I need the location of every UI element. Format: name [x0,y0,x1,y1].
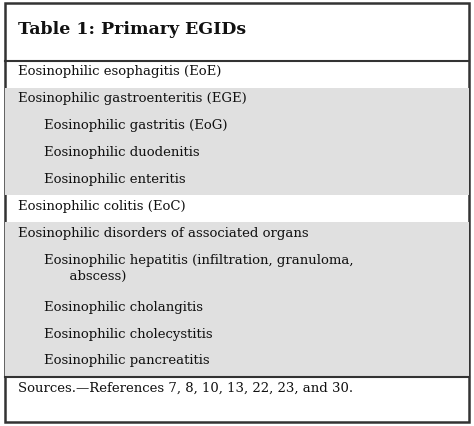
Text: Eosinophilic colitis (EoC): Eosinophilic colitis (EoC) [18,199,186,212]
Text: Eosinophilic duodenitis: Eosinophilic duodenitis [44,146,200,158]
Bar [5,296,469,323]
Text: Sources.—References 7, 8, 10, 13, 22, 23, and 30.: Sources.—References 7, 8, 10, 13, 22, 23… [18,381,353,394]
Text: Eosinophilic disorders of associated organs: Eosinophilic disorders of associated org… [18,226,309,239]
Bar [5,115,469,142]
Text: Eosinophilic gastritis (EoG): Eosinophilic gastritis (EoG) [44,119,228,132]
Bar [5,323,469,350]
Bar [5,250,469,296]
Text: Eosinophilic enteritis: Eosinophilic enteritis [44,173,186,185]
Text: Eosinophilic hepatitis (infiltration, granuloma,
      abscess): Eosinophilic hepatitis (infiltration, gr… [44,253,354,282]
Text: Eosinophilic cholecystitis: Eosinophilic cholecystitis [44,327,213,340]
Text: Eosinophilic cholangitis: Eosinophilic cholangitis [44,300,203,313]
Bar [5,169,469,196]
Text: Table 1: Primary EGIDs: Table 1: Primary EGIDs [18,21,246,38]
Bar [5,223,469,250]
Bar [5,142,469,169]
Bar [5,350,469,377]
Text: Eosinophilic gastroenteritis (EGE): Eosinophilic gastroenteritis (EGE) [18,92,247,105]
Text: Eosinophilic pancreatitis: Eosinophilic pancreatitis [44,354,210,366]
Text: Eosinophilic esophagitis (EoE): Eosinophilic esophagitis (EoE) [18,65,221,78]
Bar [5,89,469,115]
